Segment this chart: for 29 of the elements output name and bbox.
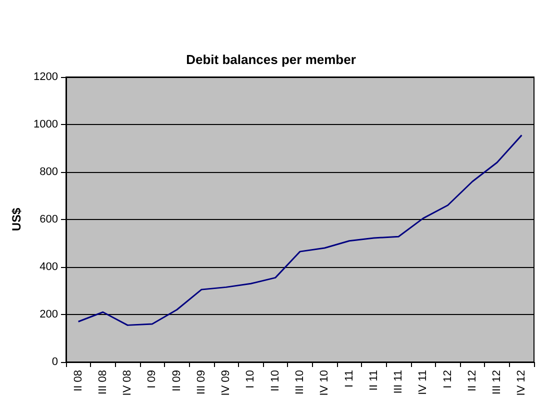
y-tick-label: 1000: [34, 118, 58, 130]
x-tick-label: II 09: [170, 370, 183, 392]
x-tick-label: II 11: [368, 370, 380, 391]
x-tick-label: III 08: [96, 370, 109, 394]
y-tick-label: 600: [40, 214, 58, 226]
x-tick-label: I 12: [442, 370, 454, 388]
x-tick-label: IV 10: [318, 370, 331, 396]
x-tick-label: III 09: [195, 370, 208, 394]
x-tick-label: III 11: [392, 370, 405, 394]
x-tick-label: IV 11: [417, 370, 430, 395]
x-tick-label: III 12: [491, 370, 504, 394]
x-tick-label: II 08: [72, 370, 84, 392]
y-tick-label: 400: [40, 261, 58, 273]
x-tick-label: I 09: [146, 370, 158, 388]
x-tick-label: IV 09: [220, 370, 232, 396]
y-tick-label: 1200: [34, 71, 58, 83]
x-tick-label: I 11: [343, 370, 356, 388]
y-tick-label: 0: [52, 356, 58, 368]
x-tick-label: IV 12: [516, 370, 528, 396]
line-series: [78, 134, 522, 326]
x-tick-label: I 10: [244, 370, 257, 388]
x-tick-label: III 10: [294, 370, 306, 394]
chart-title: Debit balances per member: [186, 52, 356, 67]
x-tick-label: II 12: [466, 370, 478, 392]
y-tick-label: 800: [40, 166, 58, 178]
y-axis-title: US$: [10, 208, 24, 232]
y-tick-label: 200: [40, 308, 58, 320]
x-tick-label: II 10: [269, 370, 282, 392]
x-tick-label: IV 08: [122, 370, 134, 396]
